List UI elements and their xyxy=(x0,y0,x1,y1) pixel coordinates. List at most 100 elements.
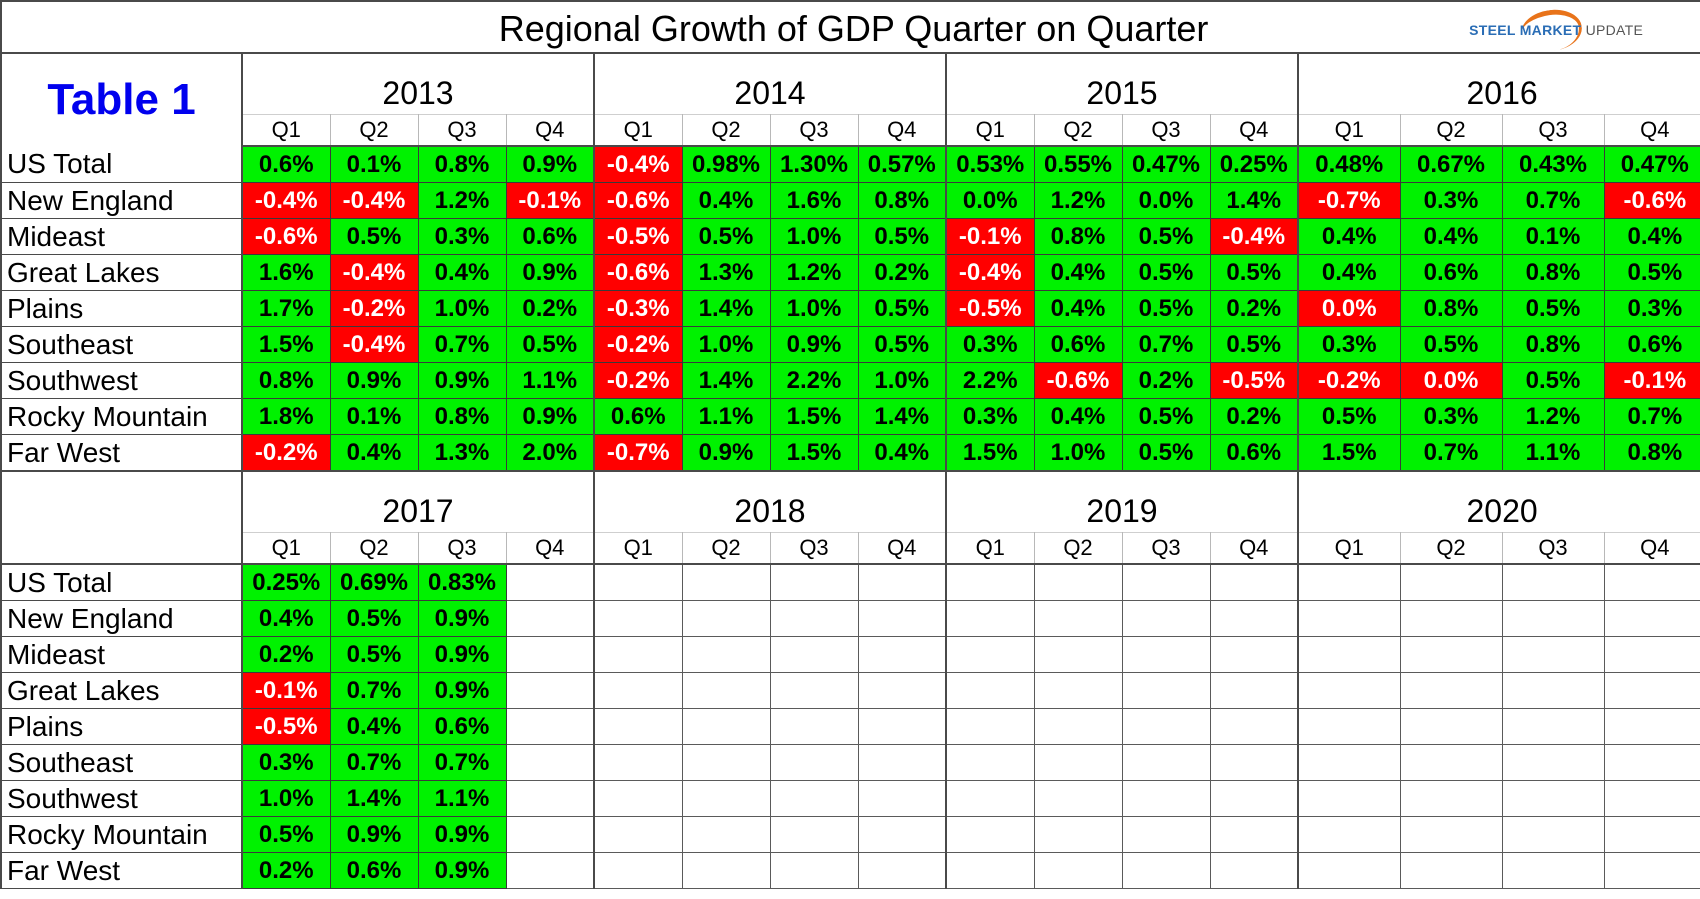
growth-value-cell xyxy=(681,636,771,673)
steel-market-update-logo: STEEL MARKET UPDATE xyxy=(1469,5,1669,51)
growth-value-cell xyxy=(1033,600,1123,637)
year-header: 2015 xyxy=(945,53,1299,115)
growth-value-cell xyxy=(1399,852,1503,889)
growth-value-cell: -0.3% xyxy=(593,290,683,327)
growth-value-cell: 1.2% xyxy=(417,182,507,219)
growth-value-cell xyxy=(1033,744,1123,781)
growth-value-cell: 0.8% xyxy=(1033,218,1123,255)
growth-value-cell: 0.2% xyxy=(1121,362,1211,399)
growth-value-cell: 0.7% xyxy=(1501,182,1605,219)
growth-value-cell: -0.4% xyxy=(945,254,1035,291)
table-row: Southwest 0.8% 0.9% 0.9% 1.1% -0.2% 1.4% 2.2% 1.… xyxy=(0,362,1700,399)
growth-value-cell: 1.5% xyxy=(241,326,331,363)
growth-value-cell: 1.1% xyxy=(681,398,771,435)
growth-value-cell xyxy=(1033,816,1123,853)
table-row: Mideast 0.2% 0.5% 0.9% xyxy=(0,636,1700,673)
growth-value-cell: 1.3% xyxy=(681,254,771,291)
growth-value-cell: 0.9% xyxy=(505,398,595,435)
growth-value-cell: 0.5% xyxy=(1121,290,1211,327)
region-label: Great Lakes xyxy=(0,672,243,709)
growth-value-cell: -0.5% xyxy=(945,290,1035,327)
year-header: 2018 xyxy=(593,471,947,533)
quarter-header: Q3 xyxy=(1501,114,1605,147)
table-row: Far West 0.2% 0.6% 0.9% xyxy=(0,852,1700,889)
quarter-header: Q2 xyxy=(1033,532,1123,565)
growth-value-cell: 0.8% xyxy=(1399,290,1503,327)
growth-value-cell: 0.6% xyxy=(1209,434,1299,472)
growth-value-cell: 0.2% xyxy=(241,636,331,673)
growth-value-cell: -0.5% xyxy=(1209,362,1299,399)
growth-value-cell xyxy=(1121,672,1211,709)
growth-value-cell: 1.3% xyxy=(417,434,507,472)
growth-value-cell: 0.8% xyxy=(241,362,331,399)
growth-value-cell xyxy=(769,852,859,889)
growth-value-cell xyxy=(1121,636,1211,673)
growth-value-cell: -0.4% xyxy=(1209,218,1299,255)
growth-value-cell: 0.5% xyxy=(1297,398,1401,435)
table-row: Great Lakes -0.1% 0.7% 0.9% xyxy=(0,672,1700,709)
table-row: Plains -0.5% 0.4% 0.6% xyxy=(0,708,1700,745)
growth-value-cell: -0.5% xyxy=(241,708,331,745)
table-row: Southeast 1.5% -0.4% 0.7% 0.5% -0.2% 1.0% 0.9% 0… xyxy=(0,326,1700,363)
growth-value-cell: 0.7% xyxy=(1399,434,1503,472)
quarter-header: Q2 xyxy=(1399,532,1503,565)
logo-text-bold: STEEL MARKET xyxy=(1469,22,1582,38)
growth-value-cell: 0.47% xyxy=(1603,145,1700,183)
growth-value-cell: 1.0% xyxy=(417,290,507,327)
growth-value-cell: 1.4% xyxy=(857,398,947,435)
growth-value-cell: 0.8% xyxy=(417,398,507,435)
region-label: Southwest xyxy=(0,780,243,817)
growth-value-cell xyxy=(1297,744,1401,781)
growth-value-cell: -0.4% xyxy=(329,326,419,363)
growth-value-cell: -0.2% xyxy=(1297,362,1401,399)
quarter-header: Q1 xyxy=(945,114,1035,147)
region-label: Mideast xyxy=(0,218,243,255)
growth-value-cell xyxy=(1033,672,1123,709)
region-label: Plains xyxy=(0,708,243,745)
growth-value-cell: 0.9% xyxy=(417,852,507,889)
year-header: 2017 xyxy=(241,471,595,533)
table-row: Southwest 1.0% 1.4% 1.1% xyxy=(0,780,1700,817)
page-title: Regional Growth of GDP Quarter on Quarte… xyxy=(498,8,1209,49)
growth-value-cell xyxy=(1209,780,1299,817)
growth-value-cell xyxy=(1297,636,1401,673)
growth-value-cell: 0.5% xyxy=(1603,254,1700,291)
growth-value-cell: 2.2% xyxy=(769,362,859,399)
growth-value-cell: -0.6% xyxy=(593,182,683,219)
growth-value-cell: 0.5% xyxy=(329,636,419,673)
growth-value-cell: 0.9% xyxy=(417,816,507,853)
growth-value-cell xyxy=(1033,708,1123,745)
growth-value-cell: 0.7% xyxy=(417,326,507,363)
growth-value-cell xyxy=(1501,744,1605,781)
table-row: Far West -0.2% 0.4% 1.3% 2.0% -0.7% 0.9% 1.5% 0.… xyxy=(0,434,1700,472)
growth-value-cell xyxy=(1121,816,1211,853)
growth-value-cell: 1.5% xyxy=(1297,434,1401,472)
growth-value-cell: -0.6% xyxy=(1033,362,1123,399)
growth-value-cell: 1.1% xyxy=(417,780,507,817)
region-label: Great Lakes xyxy=(0,254,243,291)
growth-value-cell xyxy=(945,852,1035,889)
growth-value-cell xyxy=(1297,708,1401,745)
growth-value-cell: 1.4% xyxy=(681,362,771,399)
growth-value-cell xyxy=(505,672,595,709)
year-header: 2016 xyxy=(1296,53,1700,115)
growth-value-cell xyxy=(681,816,771,853)
growth-value-cell: 0.4% xyxy=(241,600,331,637)
growth-value-cell: 0.6% xyxy=(417,708,507,745)
growth-value-cell: 0.9% xyxy=(769,326,859,363)
growth-value-cell xyxy=(1297,563,1401,601)
growth-value-cell: 0.8% xyxy=(1501,254,1605,291)
growth-value-cell xyxy=(681,744,771,781)
growth-value-cell xyxy=(1603,600,1700,637)
growth-value-cell xyxy=(1399,600,1503,637)
growth-value-cell xyxy=(1603,816,1700,853)
growth-value-cell xyxy=(945,672,1035,709)
region-label: Southeast xyxy=(0,326,243,363)
growth-value-cell xyxy=(857,708,947,745)
growth-value-cell: 0.4% xyxy=(1297,254,1401,291)
growth-value-cell xyxy=(1121,563,1211,601)
growth-value-cell xyxy=(505,636,595,673)
growth-value-cell: 0.7% xyxy=(1121,326,1211,363)
region-label: Mideast xyxy=(0,636,243,673)
table-row: New England -0.4% -0.4% 1.2% -0.1% -0.6% 0.4% 1… xyxy=(0,182,1700,219)
